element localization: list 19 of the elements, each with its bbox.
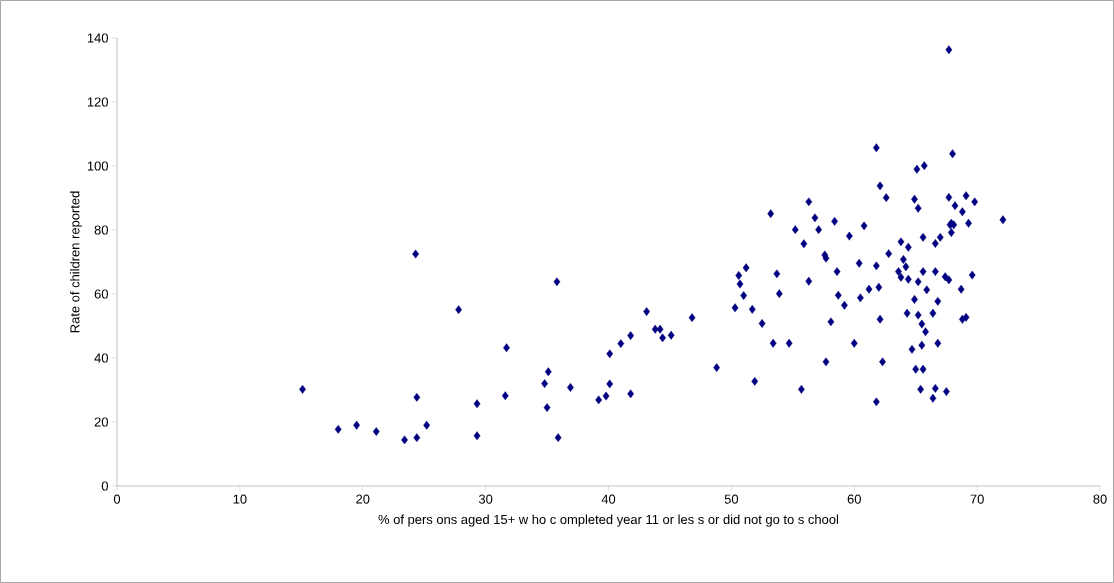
x-tick-label: 50 (724, 494, 739, 504)
x-tick-label: 60 (847, 494, 861, 504)
x-tick-label: 80 (1093, 494, 1107, 504)
x-axis-title: % of pers ons aged 15+ w ho c ompleted year 11 or les s or did not go to s chool (378, 514, 839, 527)
x-tick-label: 10 (233, 494, 247, 504)
y-tick-label: 80 (94, 225, 108, 235)
x-tick-label: 40 (601, 494, 616, 504)
y-tick-label: 20 (94, 417, 108, 427)
x-tick-label: 30 (478, 494, 493, 504)
y-tick-label: 140 (87, 33, 108, 43)
y-tick-label: 120 (87, 97, 108, 107)
y-tick-label: 40 (94, 353, 108, 363)
y-tick-label: 60 (94, 289, 108, 299)
x-tick-label: 20 (356, 494, 370, 504)
y-tick-label: 100 (87, 161, 108, 171)
x-tick-label: 0 (113, 494, 121, 504)
y-axis-title: Rate of children reported (69, 191, 83, 333)
x-tick-label: 70 (970, 494, 984, 504)
y-tick-label: 0 (101, 481, 108, 491)
